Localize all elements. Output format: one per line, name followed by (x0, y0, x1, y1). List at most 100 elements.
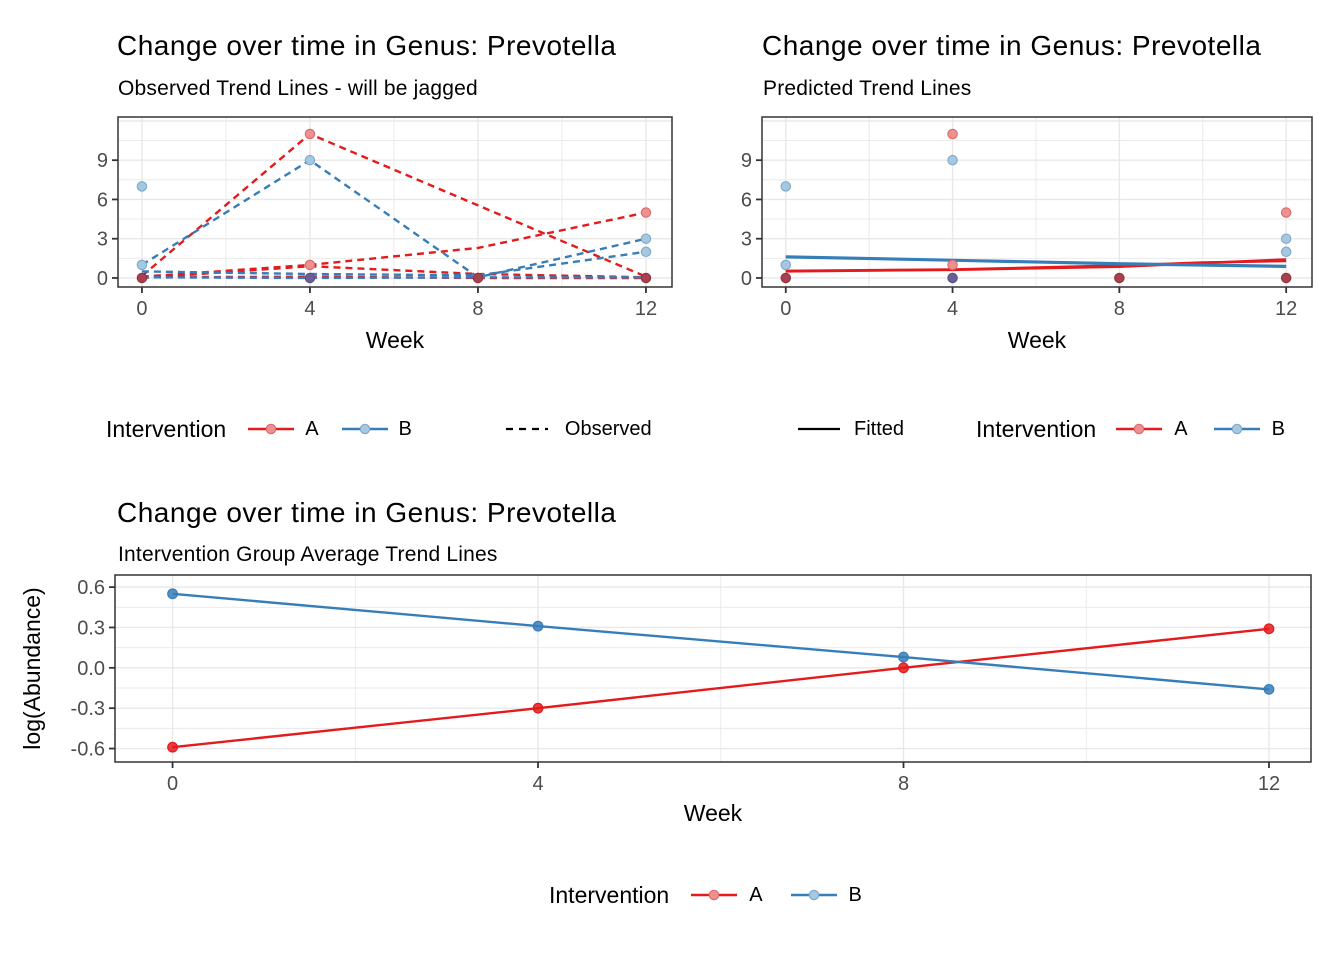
data-point (640, 207, 652, 218)
legend-label-b: B (1271, 417, 1285, 440)
y-tick-label: 0.0 (77, 658, 105, 680)
trend-line-B (785, 256, 1287, 268)
data-point (136, 259, 148, 271)
data-point (640, 246, 652, 258)
x-tick-label: 12 (1258, 773, 1280, 795)
chart-predicted: Change over time in Genus: Prevotella Pr… (644, 0, 1344, 400)
data-point (167, 741, 178, 753)
x-tick-label: 4 (532, 773, 543, 795)
legend-observed: Intervention A B Observed (106, 413, 652, 445)
panel-border (761, 116, 1313, 288)
legend-key-fitted-linetype (796, 418, 842, 440)
legend-label-a: A (305, 417, 319, 440)
legend-label-a: A (749, 883, 763, 906)
trend-line-B (141, 276, 646, 280)
data-point (1280, 207, 1292, 218)
data-point (780, 259, 792, 271)
legend-key-b (340, 418, 390, 440)
data-point (947, 272, 958, 284)
data-point (1280, 246, 1292, 258)
legend-key-observed-linetype (504, 418, 552, 440)
data-point (136, 181, 148, 192)
x-tick-label: 8 (1114, 298, 1125, 320)
data-point (947, 128, 958, 140)
data-point (1280, 233, 1292, 244)
legend-key-a (1114, 418, 1164, 440)
y-tick-label: 6 (741, 189, 752, 211)
data-point (167, 588, 178, 600)
data-point (640, 233, 652, 244)
x-tick-label: 8 (472, 298, 483, 320)
data-point (1114, 272, 1125, 284)
legend-title: Intervention (976, 415, 1097, 442)
data-point (304, 154, 316, 166)
data-point (947, 259, 958, 271)
x-tick-label: 12 (635, 298, 657, 320)
x-tick-label: 0 (167, 773, 178, 795)
data-point (898, 662, 909, 674)
legend-key-b (789, 884, 839, 906)
data-point (947, 154, 958, 166)
y-tick-label: -0.6 (71, 739, 105, 761)
data-point (304, 259, 316, 271)
legend-label-observed: Observed (564, 417, 652, 440)
legend-key-b (1212, 418, 1262, 440)
legend-title: Intervention (549, 881, 670, 908)
data-point (472, 272, 484, 284)
chart-title-average: Change over time in Genus: Prevotella (117, 497, 617, 528)
plot-area-observed: 0 4 8 12 0 3 6 9 Week (97, 116, 673, 353)
legend-label-a: A (1174, 417, 1188, 440)
trend-line-B (141, 250, 647, 277)
trend-line-A (141, 211, 647, 278)
legend-key-point (359, 423, 370, 435)
legend-label-b: B (848, 883, 862, 906)
y-tick-label: 6 (97, 189, 108, 211)
data-point (640, 272, 652, 284)
data-point (898, 651, 909, 663)
x-tick-label: 0 (780, 298, 791, 320)
y-tick-label: 0 (741, 268, 752, 290)
legend-key-point (808, 889, 819, 901)
data-point (1263, 623, 1275, 635)
data-point (780, 272, 792, 284)
chart-subtitle-average: Intervention Group Average Trend Lines (118, 543, 498, 566)
legend-predicted: Fitted Intervention A B (796, 413, 1285, 445)
legend-title: Intervention (106, 415, 227, 442)
legend-key-a (246, 418, 296, 440)
x-axis-title: Week (1008, 327, 1067, 353)
legend-key-point (265, 423, 277, 435)
legend-label-b: B (398, 417, 412, 440)
y-tick-label: 0.3 (77, 617, 105, 639)
legend-key-point (1133, 423, 1145, 435)
legend-label-fitted: Fitted (854, 417, 905, 440)
chart-average: Change over time in Genus: Prevotella In… (0, 470, 1344, 890)
x-tick-label: 0 (136, 298, 147, 320)
y-tick-label: 0.6 (77, 577, 105, 599)
chart-observed: Change over time in Genus: Prevotella Ob… (0, 0, 700, 400)
data-point (304, 272, 316, 284)
data-point (304, 128, 316, 140)
panel-border (117, 116, 673, 288)
y-axis-title: log(Abundance) (19, 587, 45, 749)
data-point (532, 702, 544, 714)
data-point (1280, 272, 1292, 284)
y-tick-label: 9 (741, 150, 752, 172)
x-axis-title: Week (366, 327, 425, 353)
trend-line-B (141, 158, 647, 279)
chart-title-observed: Change over time in Genus: Prevotella (117, 30, 617, 61)
y-tick-label: -0.3 (71, 698, 105, 720)
data-point (532, 620, 544, 632)
trend-line-B (172, 592, 1270, 691)
data-point (136, 272, 148, 284)
y-tick-label: 9 (97, 150, 108, 172)
y-tick-label: 3 (741, 229, 752, 251)
chart-title-predicted: Change over time in Genus: Prevotella (762, 30, 1262, 61)
chart-subtitle-predicted: Predicted Trend Lines (763, 77, 972, 100)
legend-average: Intervention A B (549, 879, 862, 911)
plot-area-average: 0 4 8 12 0.6 0.3 0.0 -0.3 -0.6 Week log(Abundance) (19, 574, 1312, 826)
legend-key-point (1231, 423, 1242, 435)
data-point (1263, 683, 1275, 695)
x-axis-title: Week (684, 800, 743, 826)
legend-key-a (689, 884, 739, 906)
y-tick-label: 3 (97, 229, 108, 251)
